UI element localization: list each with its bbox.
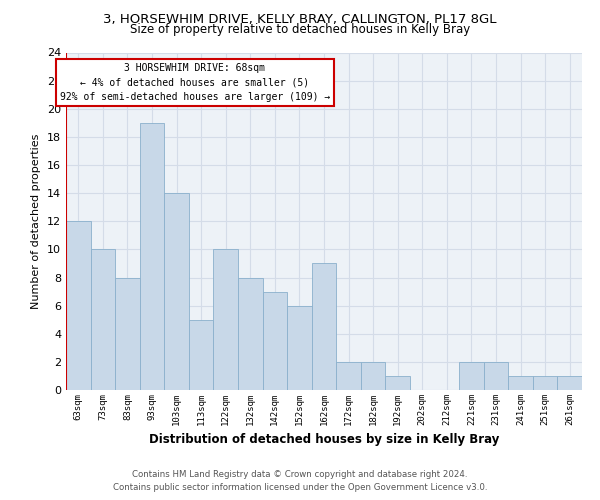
Bar — [140, 123, 164, 390]
Bar — [508, 376, 533, 390]
Bar — [484, 362, 508, 390]
Bar — [263, 292, 287, 390]
X-axis label: Distribution of detached houses by size in Kelly Bray: Distribution of detached houses by size … — [149, 434, 499, 446]
Bar — [115, 278, 140, 390]
Bar — [533, 376, 557, 390]
Bar — [214, 250, 238, 390]
Bar — [557, 376, 582, 390]
Bar — [66, 221, 91, 390]
Text: Size of property relative to detached houses in Kelly Bray: Size of property relative to detached ho… — [130, 22, 470, 36]
Bar — [287, 306, 312, 390]
Bar — [336, 362, 361, 390]
Bar — [459, 362, 484, 390]
Text: Contains HM Land Registry data © Crown copyright and database right 2024.
Contai: Contains HM Land Registry data © Crown c… — [113, 470, 487, 492]
Text: 3 HORSEWHIM DRIVE: 68sqm
← 4% of detached houses are smaller (5)
92% of semi-det: 3 HORSEWHIM DRIVE: 68sqm ← 4% of detache… — [60, 62, 330, 102]
Bar — [238, 278, 263, 390]
Y-axis label: Number of detached properties: Number of detached properties — [31, 134, 41, 309]
Bar — [361, 362, 385, 390]
Text: 3, HORSEWHIM DRIVE, KELLY BRAY, CALLINGTON, PL17 8GL: 3, HORSEWHIM DRIVE, KELLY BRAY, CALLINGT… — [103, 12, 497, 26]
Bar — [91, 250, 115, 390]
Bar — [164, 193, 189, 390]
Bar — [312, 264, 336, 390]
Bar — [385, 376, 410, 390]
Bar — [189, 320, 214, 390]
